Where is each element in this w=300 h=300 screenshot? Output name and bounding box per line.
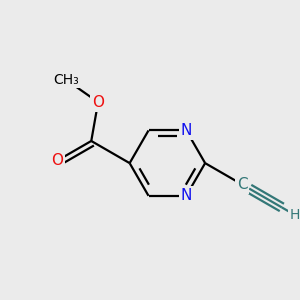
Text: N: N xyxy=(181,188,192,203)
Text: CH₃: CH₃ xyxy=(53,73,79,87)
Text: C: C xyxy=(237,177,248,192)
Text: N: N xyxy=(181,123,192,138)
Text: H: H xyxy=(290,208,300,222)
Text: O: O xyxy=(92,95,104,110)
Text: O: O xyxy=(51,153,63,168)
